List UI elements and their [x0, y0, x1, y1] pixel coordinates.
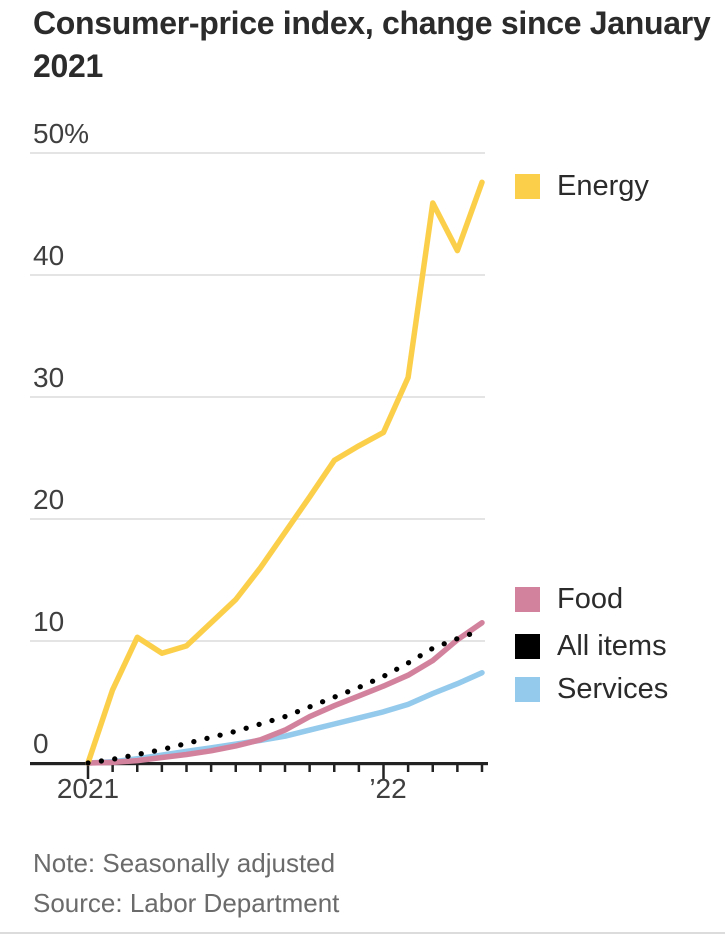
- x-tick: [456, 765, 459, 772]
- x-tick: [406, 765, 410, 772]
- gridline: [30, 152, 485, 154]
- energy-swatch-icon: [515, 173, 540, 199]
- services-swatch-icon: [515, 676, 540, 702]
- bottom-divider: [0, 932, 725, 934]
- x-tick: [431, 765, 434, 772]
- gridline: [30, 396, 485, 398]
- x-tick: [283, 765, 287, 772]
- gridline: [30, 274, 485, 276]
- x-tick: [259, 765, 262, 772]
- source-text: Source: Labor Department: [33, 888, 340, 918]
- x-tick: [308, 765, 311, 772]
- legend-label-energy: Energy: [557, 169, 649, 202]
- x-tick: [185, 765, 188, 772]
- x-tick: [333, 765, 336, 772]
- legend-item-services: Services: [515, 673, 668, 705]
- x-tick: [111, 765, 114, 772]
- x-tick: [136, 765, 139, 772]
- food-line: [85, 619, 485, 766]
- x-tick: [357, 765, 361, 772]
- legend-label-food: Food: [557, 582, 624, 615]
- note-text: Note: Seasonally adjusted: [33, 848, 336, 878]
- y-axis-label: 50%: [33, 118, 90, 149]
- legend-label-all-items: All items: [557, 629, 667, 662]
- chart-title: Consumer-price index, change since Janua…: [33, 5, 711, 84]
- all-items-swatch-icon: [515, 633, 540, 659]
- all-items-line: [85, 627, 485, 766]
- energy-line: [85, 179, 485, 766]
- x-axis-line: [30, 762, 488, 766]
- y-axis-label: 10: [33, 606, 65, 637]
- y-axis-label: 30: [33, 362, 65, 393]
- x-axis-label-22: ’22: [369, 773, 407, 804]
- y-axis-label: 0: [33, 728, 49, 759]
- x-tick: [86, 765, 90, 779]
- legend-label-services: Services: [557, 672, 669, 705]
- x-tick: [382, 765, 385, 779]
- x-tick: [234, 765, 237, 772]
- legend-item-food: Food: [515, 583, 623, 615]
- y-axis-label: 40: [33, 240, 65, 271]
- gridline: [30, 640, 485, 642]
- x-tick: [480, 765, 484, 772]
- gridline: [30, 518, 485, 520]
- y-axis-label: 20: [33, 484, 65, 515]
- food-swatch-icon: [515, 586, 540, 612]
- legend-item-all-items: All items: [515, 630, 667, 662]
- x-axis-label-2021: 2021: [56, 773, 120, 804]
- legend-item-energy: Energy: [515, 170, 649, 202]
- x-tick: [160, 765, 164, 772]
- x-tick: [209, 765, 213, 772]
